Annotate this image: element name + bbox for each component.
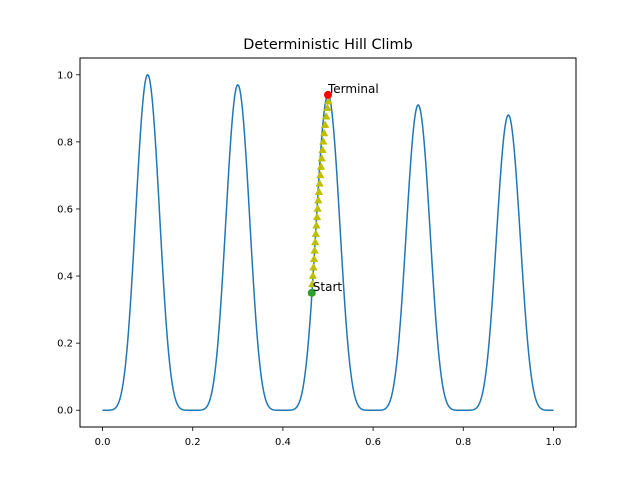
climb-step-marker	[317, 153, 326, 162]
climb-step-marker	[309, 254, 319, 263]
y-tick-label: 0.2	[57, 339, 73, 350]
y-tick-label: 1.0	[57, 70, 73, 81]
x-tick-label: 1.0	[546, 437, 562, 448]
climb-step-marker	[308, 271, 318, 279]
x-tick-label: 0.4	[275, 437, 291, 448]
climb-step-marker	[309, 262, 318, 271]
plot-frame	[79, 57, 577, 428]
climb-step-marker	[318, 145, 327, 154]
climb-step-marker	[316, 162, 326, 170]
x-tick-label: 0.2	[185, 437, 201, 448]
climb-step-marker	[314, 187, 324, 195]
y-tick-label: 0.8	[57, 137, 73, 148]
x-tick-label: 0.6	[365, 437, 381, 448]
chart-title: Deterministic Hill Climb	[243, 37, 412, 53]
x-tick-label: 0.0	[95, 437, 111, 448]
y-tick-label: 0.6	[57, 204, 73, 215]
climb-step-marker	[312, 221, 321, 229]
climb-step-marker	[314, 195, 323, 204]
climb-step-marker	[323, 103, 332, 112]
y-tick-label: 0.4	[57, 272, 73, 283]
start-point	[307, 288, 316, 297]
climb-step-marker	[308, 279, 317, 288]
climb-step-marker	[321, 111, 331, 120]
climb-step-marker	[320, 120, 330, 128]
climb-step-marker	[311, 229, 321, 237]
y-axis-ticks: 0.0 0.2 0.4 0.6 0.8 1.0	[57, 70, 80, 417]
terminal-point	[324, 90, 332, 99]
climb-step-marker	[319, 128, 329, 137]
terminal-label: Terminal	[327, 82, 379, 96]
climb-step-marker	[310, 246, 319, 254]
x-tick-label: 0.8	[455, 437, 471, 448]
climb-step-marker	[316, 170, 325, 179]
plot-content: Start Terminal	[102, 73, 554, 411]
y-tick-label: 0.0	[57, 406, 73, 417]
climb-step-marker	[319, 137, 328, 145]
x-axis-ticks: 0.0 0.2 0.4 0.6 0.8 1.0	[95, 427, 562, 448]
climb-step-marker	[315, 179, 324, 187]
climb-step-marker	[324, 96, 333, 105]
climb-step-marker	[312, 212, 322, 221]
climb-step-marker	[311, 237, 320, 246]
climb-step-marker	[313, 204, 322, 212]
start-label: Start	[313, 280, 343, 294]
